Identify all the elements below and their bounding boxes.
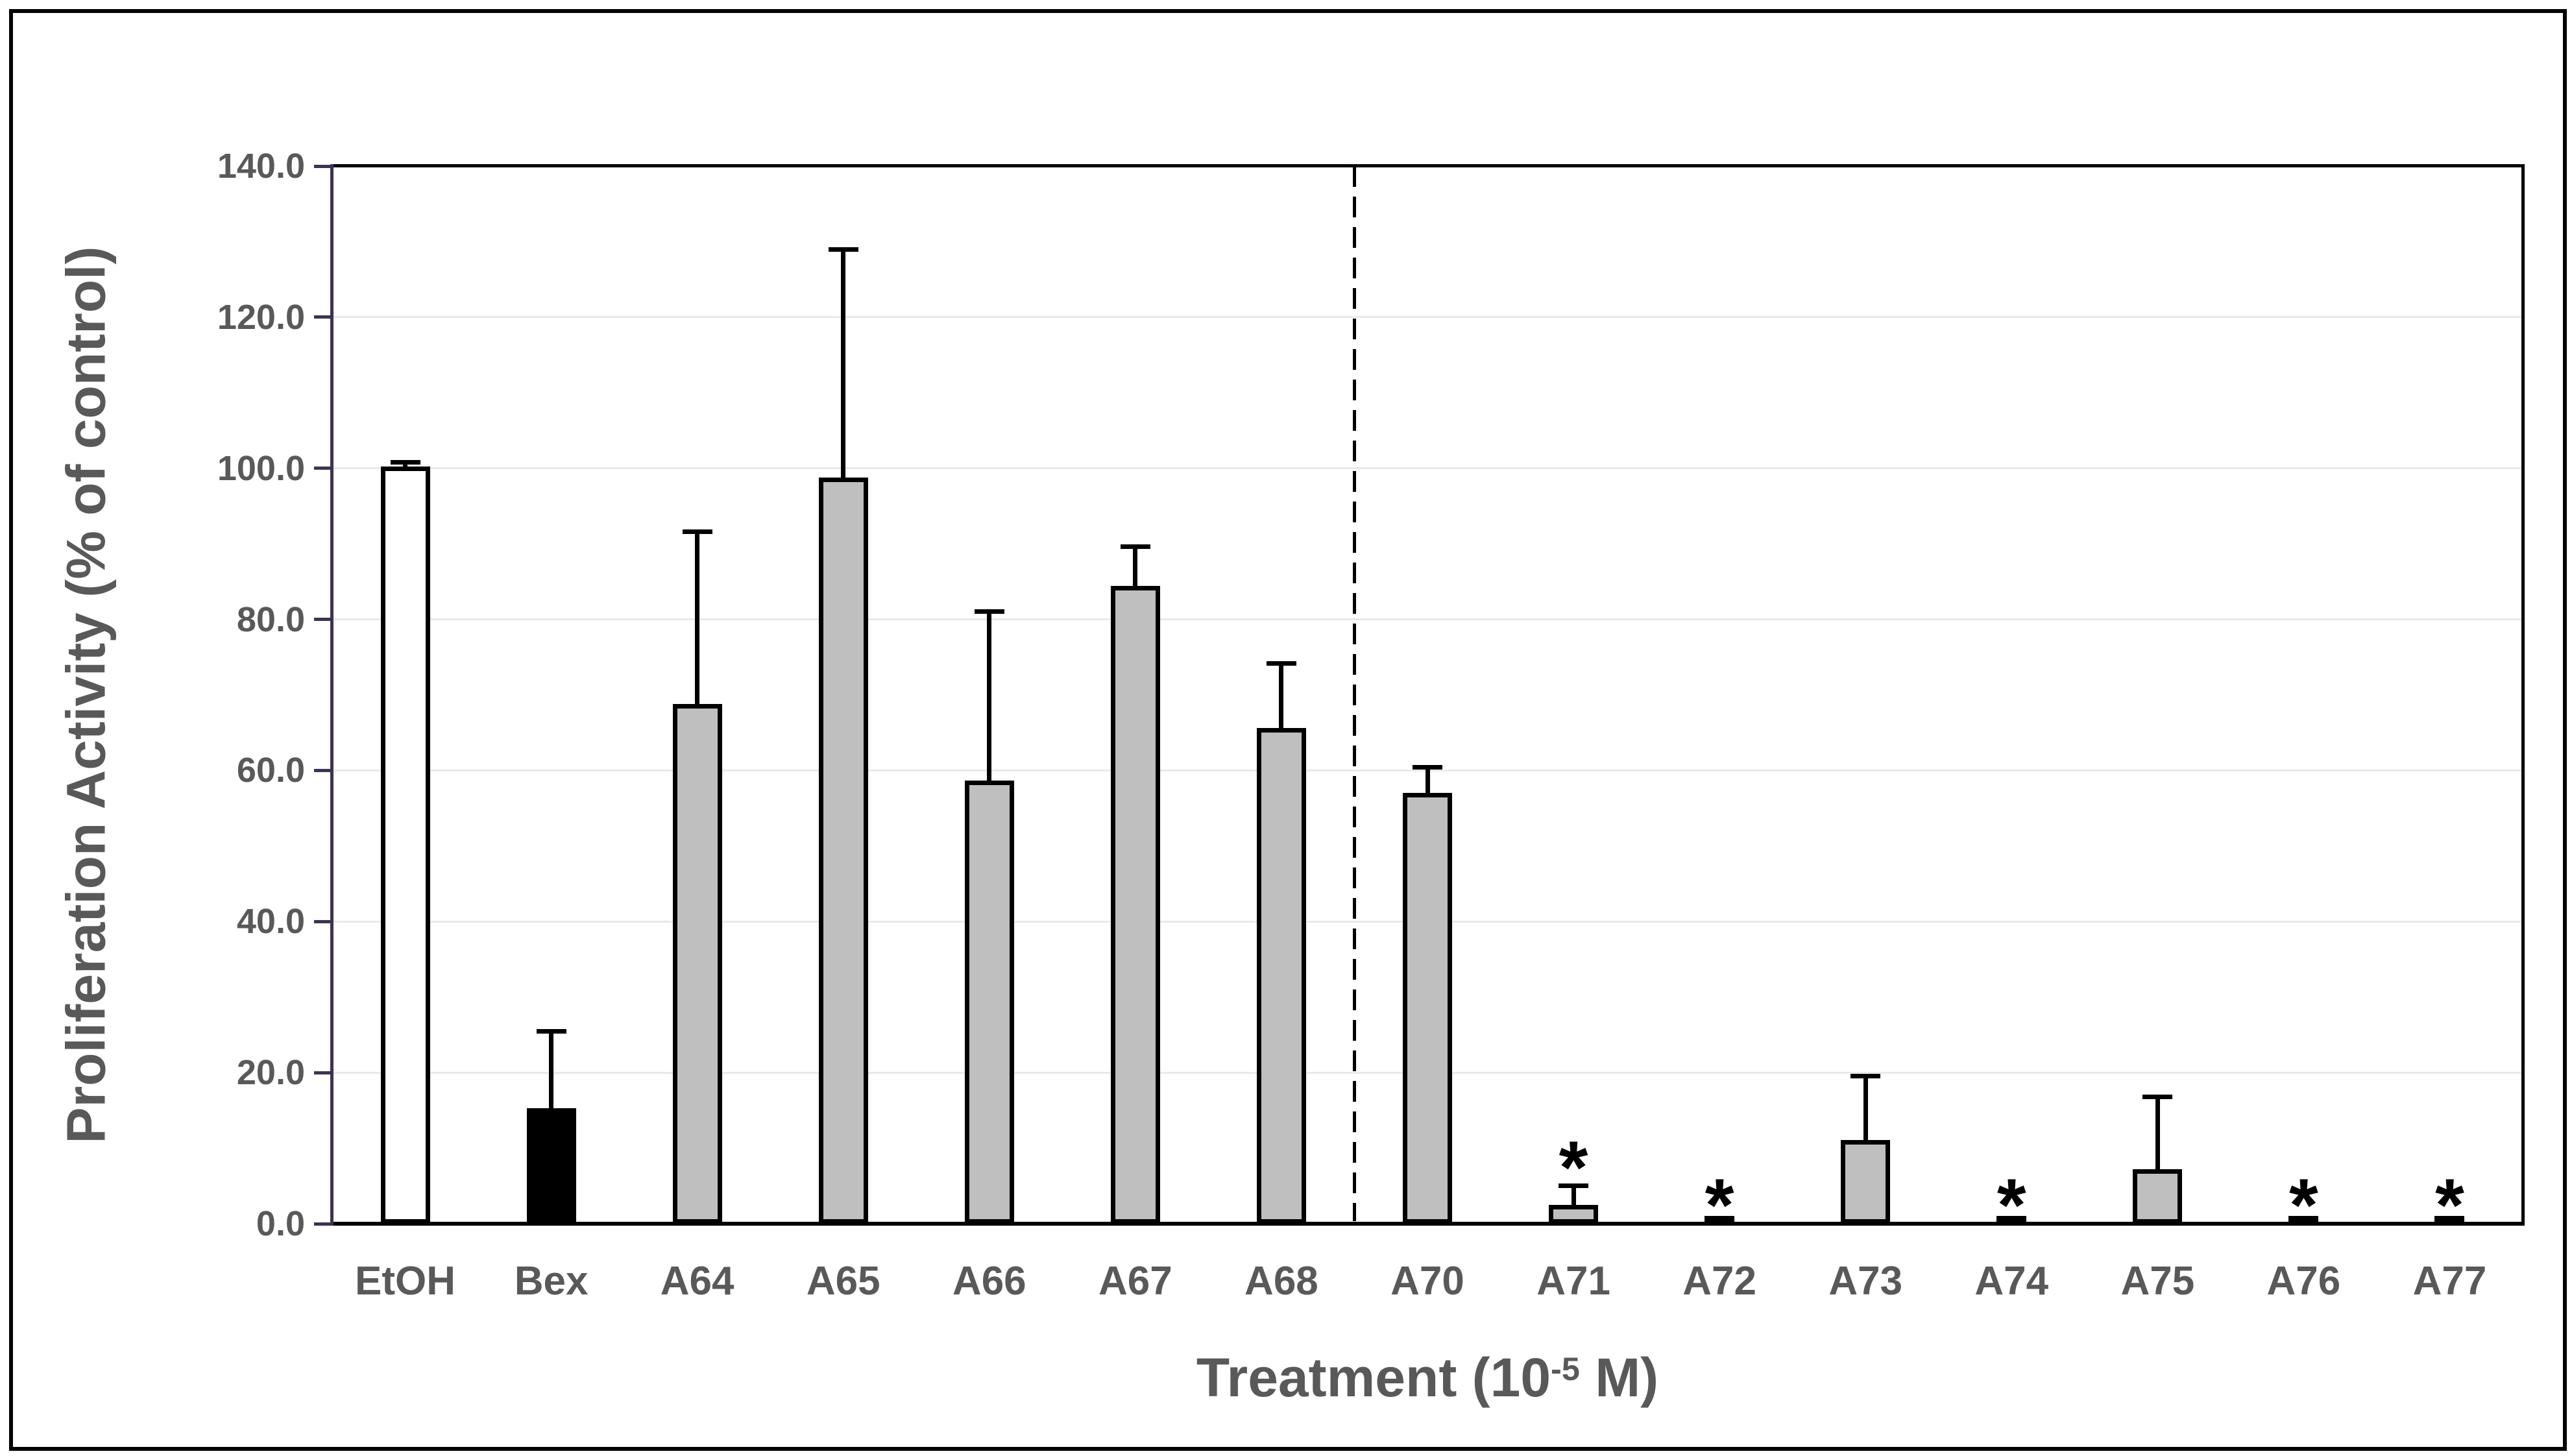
error-bar-line — [987, 611, 992, 783]
bar — [2133, 1169, 2183, 1224]
bar — [1705, 1216, 1735, 1222]
y-tick-label: 100.0 — [217, 448, 305, 488]
y-axis-tick — [314, 1071, 331, 1074]
bar — [2288, 1216, 2319, 1222]
error-bar-cap — [1413, 765, 1442, 770]
y-axis-tick — [314, 467, 331, 470]
x-category-label: A75 — [2120, 1259, 2195, 1304]
group-divider-dashed-line — [1352, 166, 1356, 1221]
y-gridline — [332, 618, 2523, 621]
significance-asterisk: * — [1705, 1164, 1734, 1248]
error-bar-line — [403, 462, 408, 468]
x-category-label: EtOH — [355, 1259, 456, 1304]
plot-border-top — [330, 164, 2525, 167]
y-axis-tick — [314, 315, 331, 319]
bar — [964, 781, 1014, 1224]
x-category-label: A77 — [2412, 1259, 2487, 1304]
y-tick-label: 40.0 — [236, 902, 305, 941]
x-category-label: A64 — [660, 1259, 734, 1304]
x-category-label: A72 — [1682, 1259, 1756, 1304]
bar — [672, 704, 722, 1224]
y-tick-label: 0.0 — [256, 1204, 305, 1243]
y-tick-label: 140.0 — [217, 147, 305, 186]
error-bar-line — [549, 1031, 554, 1111]
y-gridline — [332, 467, 2523, 470]
x-category-label: A71 — [1536, 1259, 1610, 1304]
bar — [1841, 1140, 1891, 1224]
error-bar-line — [841, 249, 846, 480]
y-tick-label: 120.0 — [217, 297, 305, 337]
bar — [1996, 1216, 2027, 1222]
figure-border — [9, 9, 2567, 1451]
error-bar-cap — [390, 459, 420, 465]
error-bar-line — [1863, 1076, 1868, 1143]
significance-asterisk: * — [1559, 1126, 1588, 1209]
x-category-label: A74 — [1974, 1259, 2049, 1304]
y-axis-tick — [314, 164, 331, 168]
y-tick-label: 60.0 — [236, 751, 305, 790]
x-axis-title-unit: M) — [1579, 1347, 1659, 1408]
y-axis-tick — [314, 768, 331, 772]
x-axis-line — [330, 1222, 2525, 1226]
error-bar-cap — [682, 529, 712, 534]
bar — [526, 1108, 576, 1224]
x-category-label: A65 — [806, 1259, 880, 1304]
bar — [1110, 585, 1160, 1224]
y-tick-label: 20.0 — [236, 1053, 305, 1093]
y-axis-tick — [314, 618, 331, 622]
y-axis-line — [330, 164, 334, 1226]
x-category-label: A76 — [2266, 1259, 2341, 1304]
x-category-label: A70 — [1390, 1259, 1464, 1304]
x-axis-title: Treatment (10-5 M) — [332, 1335, 2523, 1420]
error-bar-cap — [1266, 661, 1296, 666]
x-category-label: A73 — [1828, 1259, 1903, 1304]
significance-asterisk: * — [1996, 1164, 2026, 1248]
bar — [1256, 727, 1306, 1224]
error-bar-cap — [536, 1028, 566, 1034]
error-bar-cap — [1120, 544, 1150, 550]
x-axis-title-text: Treatment (10 — [1196, 1347, 1551, 1408]
x-category-label: A66 — [952, 1259, 1026, 1304]
error-bar-cap — [2142, 1094, 2173, 1099]
error-bar-cap — [828, 247, 858, 252]
error-bar-line — [1425, 767, 1430, 795]
x-axis-title-superscript: -5 — [1551, 1350, 1580, 1387]
significance-asterisk: * — [2289, 1164, 2318, 1248]
bar — [2434, 1216, 2465, 1222]
bar — [380, 466, 430, 1224]
error-bar-line — [1133, 546, 1138, 588]
bar — [1549, 1205, 1599, 1224]
plot-border-right — [2521, 164, 2525, 1226]
error-bar-line — [2155, 1097, 2160, 1171]
y-axis-tick — [314, 1222, 331, 1226]
x-category-label: A68 — [1244, 1259, 1318, 1304]
x-category-label: A67 — [1098, 1259, 1172, 1304]
error-bar-cap — [974, 609, 1004, 614]
y-tick-label: 80.0 — [236, 600, 305, 639]
significance-asterisk: * — [2435, 1164, 2464, 1248]
error-bar-line — [1571, 1185, 1576, 1207]
error-bar-cap — [1559, 1183, 1589, 1189]
bar — [818, 478, 868, 1224]
error-bar-cap — [1850, 1074, 1881, 1079]
error-bar-line — [1279, 663, 1284, 730]
y-axis-title: Proliferation Activity (% of control) — [55, 246, 117, 1144]
bar — [1403, 792, 1452, 1224]
y-axis-tick — [314, 919, 331, 923]
y-gridline — [332, 316, 2523, 319]
x-category-label: Bex — [514, 1259, 588, 1304]
error-bar-line — [695, 531, 700, 707]
